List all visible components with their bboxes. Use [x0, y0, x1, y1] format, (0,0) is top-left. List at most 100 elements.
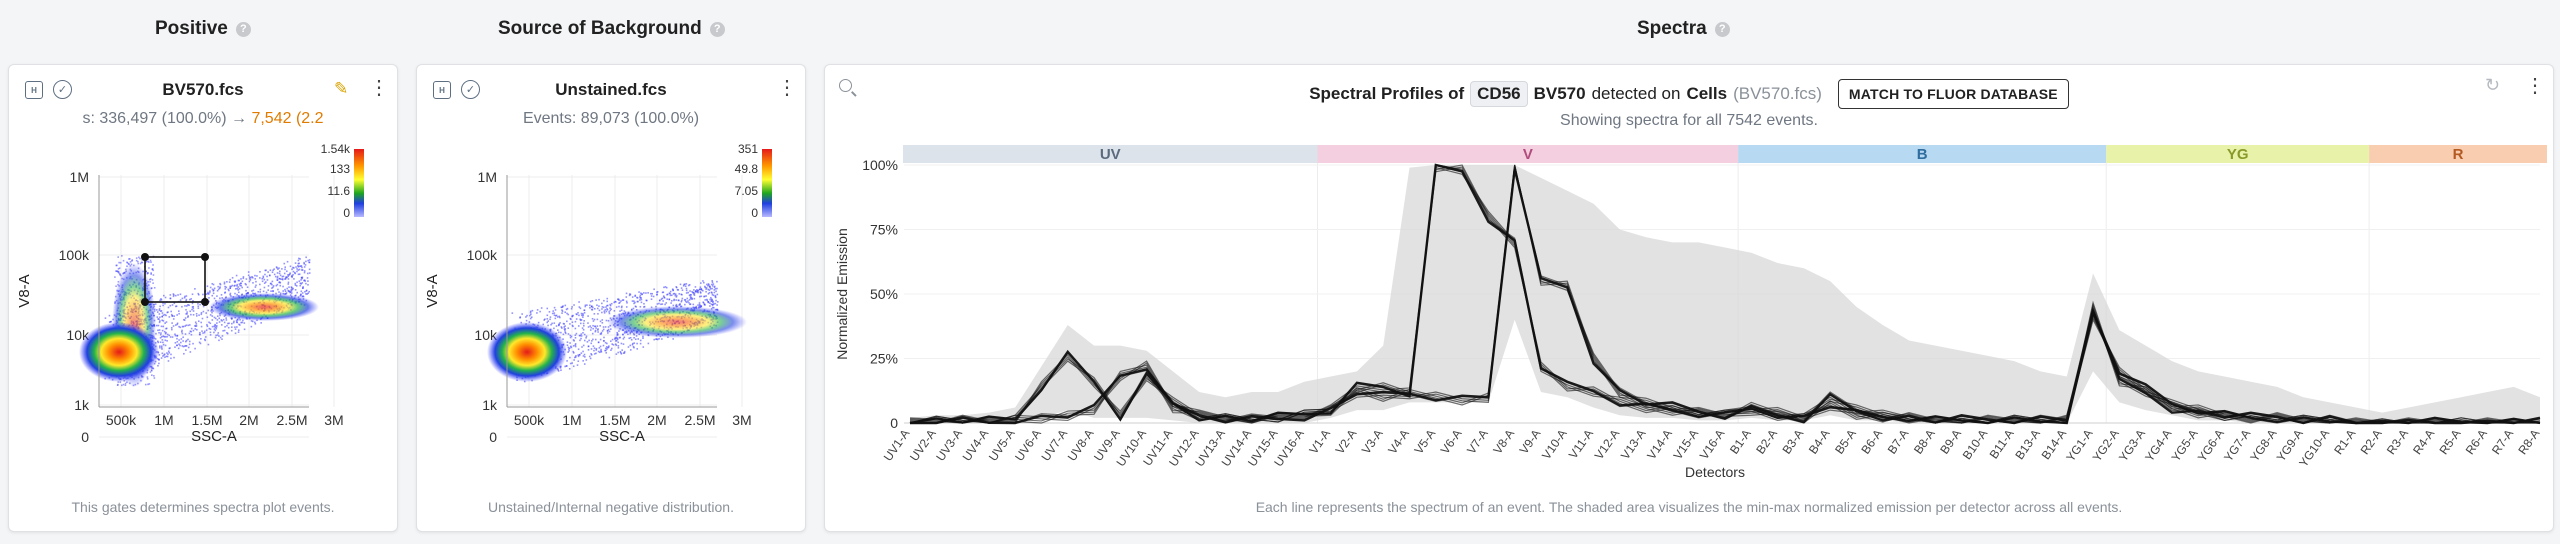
- event-point: [197, 293, 200, 296]
- event-point: [178, 343, 180, 346]
- event-point: [189, 330, 192, 333]
- event-point: [551, 312, 554, 315]
- event-point: [549, 318, 551, 321]
- event-point: [145, 270, 147, 273]
- event-point: [616, 338, 619, 341]
- event-point: [190, 313, 192, 316]
- event-point: [583, 353, 586, 356]
- event-point: [224, 288, 227, 290]
- check-circle-icon[interactable]: ✓: [53, 80, 72, 99]
- event-point: [606, 307, 608, 310]
- event-point: [213, 331, 215, 334]
- event-point: [629, 349, 632, 351]
- event-point: [564, 311, 567, 314]
- event-point: [260, 322, 262, 324]
- search-icon[interactable]: [839, 79, 852, 92]
- gate-handle: [141, 253, 149, 261]
- event-point: [597, 341, 600, 344]
- event-point: [579, 322, 582, 325]
- event-point: [262, 290, 265, 293]
- event-point: [185, 298, 188, 301]
- event-point: [170, 353, 172, 356]
- header-toggle-icon[interactable]: H: [25, 81, 43, 99]
- spectra-section-title: Spectra ?: [1637, 18, 1730, 40]
- event-point: [634, 301, 636, 304]
- positive-card: H ✓ BV570.fcs ✎ ⋮ s: 336,497 (100.0%) → …: [8, 64, 398, 532]
- event-point: [715, 290, 717, 293]
- event-point: [615, 340, 617, 342]
- event-point: [301, 276, 304, 279]
- more-menu-icon[interactable]: ⋮: [777, 77, 797, 99]
- help-icon[interactable]: ?: [1714, 21, 1730, 37]
- event-point: [240, 284, 243, 287]
- more-menu-icon[interactable]: ⋮: [2525, 75, 2545, 97]
- event-point: [242, 277, 245, 280]
- event-point: [563, 328, 566, 330]
- event-point: [289, 291, 292, 293]
- event-point: [257, 290, 260, 293]
- pencil-icon[interactable]: ✎: [334, 79, 349, 98]
- event-point: [173, 302, 176, 305]
- event-point: [167, 353, 169, 356]
- event-point: [187, 346, 190, 349]
- event-point: [248, 277, 251, 280]
- event-point: [660, 303, 662, 306]
- event-point: [179, 299, 182, 301]
- event-point: [561, 327, 563, 329]
- event-point: [559, 316, 561, 319]
- header-toggle-icon[interactable]: H: [433, 81, 451, 99]
- event-point: [297, 265, 300, 268]
- event-point: [187, 304, 189, 306]
- event-point: [233, 285, 236, 287]
- event-point: [564, 325, 566, 327]
- detector-label: YG2-A: [2090, 427, 2122, 465]
- event-point: [577, 348, 580, 351]
- card-header: H ✓ Unstained.fcs ⋮: [417, 77, 805, 103]
- event-point: [519, 316, 522, 318]
- spectra-plot[interactable]: UV V B YG R 100% 75% 50% 25% 0 Normalized Emission…: [825, 129, 2553, 529]
- event-point: [553, 322, 556, 324]
- event-point: [219, 286, 221, 288]
- event-point: [148, 278, 151, 281]
- event-point: [631, 342, 634, 345]
- check-circle-icon[interactable]: ✓: [461, 80, 480, 99]
- event-point: [152, 367, 154, 369]
- help-icon[interactable]: ?: [709, 21, 725, 37]
- event-point: [220, 324, 223, 326]
- event-point: [244, 283, 247, 285]
- event-point: [159, 320, 161, 322]
- detector-label: UV7-A: [1038, 427, 1070, 464]
- detector-label: YG3-A: [2116, 427, 2148, 465]
- event-point: [152, 264, 154, 266]
- event-point: [591, 299, 594, 302]
- event-point: [182, 340, 184, 342]
- event-point: [153, 375, 155, 377]
- event-point: [155, 309, 158, 311]
- event-point: [218, 317, 221, 320]
- event-point: [185, 345, 188, 347]
- event-point: [608, 330, 611, 333]
- event-point: [190, 333, 193, 336]
- event-point: [697, 304, 699, 306]
- event-point: [118, 272, 120, 274]
- event-point: [177, 347, 180, 350]
- refresh-icon[interactable]: ↻: [2485, 75, 2501, 95]
- help-icon[interactable]: ?: [235, 21, 251, 37]
- density-lobe: [607, 306, 747, 338]
- event-point: [192, 342, 194, 345]
- event-point: [200, 337, 202, 340]
- event-point: [190, 298, 192, 300]
- event-point: [670, 294, 673, 297]
- x-tick-label: 500k: [514, 412, 545, 428]
- event-point: [109, 320, 112, 323]
- match-fluor-database-button[interactable]: MATCH TO FLUOR DATABASE: [1837, 79, 2069, 109]
- event-point: [160, 345, 163, 348]
- more-menu-icon[interactable]: ⋮: [369, 77, 389, 99]
- event-point: [615, 344, 618, 347]
- event-point: [236, 293, 238, 296]
- event-point: [597, 329, 599, 331]
- event-point: [575, 355, 577, 357]
- event-point: [138, 256, 140, 259]
